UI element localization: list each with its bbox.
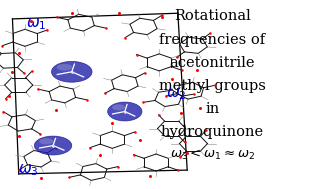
Text: Rotational: Rotational <box>174 9 251 23</box>
Text: acetonitrile: acetonitrile <box>169 56 255 70</box>
Ellipse shape <box>34 136 72 155</box>
Ellipse shape <box>51 61 92 82</box>
Text: methyl groups: methyl groups <box>159 79 266 93</box>
Text: hydroquinone: hydroquinone <box>161 125 264 139</box>
Text: in: in <box>205 102 219 116</box>
Ellipse shape <box>108 102 142 121</box>
Ellipse shape <box>57 64 72 70</box>
Text: $\omega_3 < \omega_1 \approx \omega_2$: $\omega_3 < \omega_1 \approx \omega_2$ <box>169 148 255 162</box>
Text: $\omega_1$: $\omega_1$ <box>26 17 46 33</box>
Text: $\omega_3$: $\omega_3$ <box>18 162 38 178</box>
Text: frequencies of: frequencies of <box>159 33 265 46</box>
Ellipse shape <box>39 138 53 144</box>
Text: $\omega_2$: $\omega_2$ <box>166 87 187 102</box>
Ellipse shape <box>112 104 125 110</box>
